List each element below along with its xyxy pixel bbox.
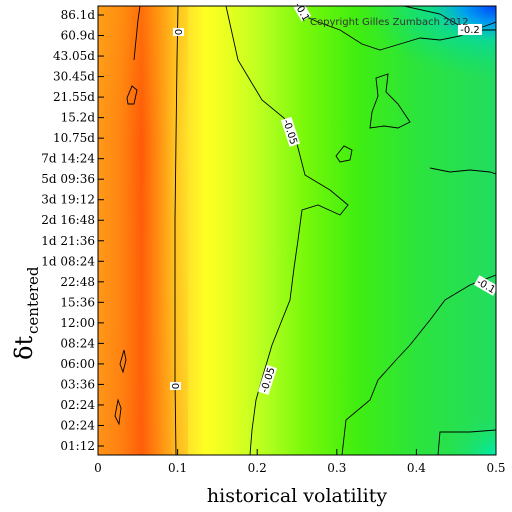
x-tick-label: 0.5 — [486, 461, 505, 475]
y-tick-label: 7d 14:24 — [41, 152, 95, 166]
y-tick-label: 2d 16:48 — [41, 213, 95, 227]
contour-dark-band-top — [133, 6, 141, 61]
y-tick-label: 1d 21:36 — [41, 234, 95, 248]
plot-frame — [97, 5, 497, 456]
heatmap-teal-region — [380, 360, 496, 455]
contour-line-right-fringe — [429, 167, 496, 175]
x-tick-label: 0.1 — [168, 461, 187, 475]
heatmap-field — [98, 6, 496, 455]
y-axis-title-sub: centered — [24, 266, 42, 334]
y-tick-label: 3d 19:12 — [41, 193, 95, 207]
x-tick-label: 0 — [94, 461, 102, 475]
contour-label: 0 — [172, 29, 183, 35]
y-tick-label: 22:48 — [60, 275, 95, 289]
contour-line-bottom-right — [437, 429, 496, 455]
y-axis-title: δt centered — [10, 266, 42, 360]
contour-island-small — [335, 145, 353, 163]
contour-line-neg-0-05-lower — [341, 274, 496, 455]
y-tick-label: 60.9d — [61, 29, 96, 43]
y-tick-label: 15:36 — [60, 295, 95, 309]
y-tick-label: 86.1d — [61, 8, 96, 22]
y-tick-label: 02:24 — [60, 398, 95, 412]
y-tick-label: 02:24 — [60, 418, 95, 432]
y-tick-label: 5d 09:36 — [41, 172, 95, 186]
x-axis-title: historical volatility — [207, 485, 387, 507]
y-axis-title-main: δt — [10, 336, 38, 360]
y-axis: 01:12 02:24 02:24 03:36 06:00 08:24 12:00 15:36… — [41, 8, 104, 453]
contour-island-right — [369, 73, 411, 129]
contour-blob-1 — [126, 85, 138, 105]
y-tick-label: 10.75d — [53, 131, 95, 145]
y-tick-label: 30.45d — [53, 70, 95, 84]
y-tick-label: 03:36 — [60, 377, 95, 391]
y-tick-label: 06:00 — [60, 357, 95, 371]
x-tick-label: 0.2 — [248, 461, 267, 475]
y-tick-label: 12:00 — [60, 316, 95, 330]
y-tick-label: 01:12 — [60, 439, 95, 453]
x-axis: 0 0.1 0.2 0.3 0.4 0.5 — [94, 449, 506, 475]
y-tick-label: 43.05d — [53, 49, 95, 63]
heatmap-vertical-shade — [98, 6, 188, 455]
contour-label: 0 — [171, 383, 182, 389]
contour-blob-3 — [114, 398, 122, 426]
contour-label: -0.2 — [460, 25, 480, 36]
y-tick-label: 1d 08:24 — [41, 254, 95, 268]
y-tick-label: 21.55d — [53, 90, 95, 104]
x-tick-label: 0.3 — [327, 461, 346, 475]
copyright-watermark: Copyright Gilles Zumbach 2012 — [310, 17, 469, 28]
y-tick-label: 08:24 — [60, 336, 95, 350]
contour-line-zero — [174, 6, 179, 455]
y-tick-label: 15.2d — [61, 111, 96, 125]
x-tick-label: 0.4 — [407, 461, 426, 475]
contour-blob-2 — [119, 349, 127, 374]
